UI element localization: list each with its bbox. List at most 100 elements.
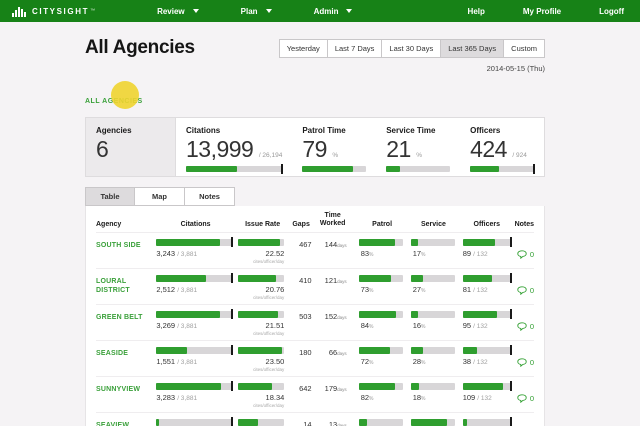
notes-button[interactable]: 0 <box>511 311 534 340</box>
percent-sign: % <box>421 396 426 402</box>
officers-target-tick <box>509 237 512 247</box>
service-value: 16 <box>412 321 422 330</box>
comment-bubble-icon <box>517 321 527 331</box>
citations-value: 3,243 <box>156 249 176 258</box>
notes-count: 0 <box>529 321 534 331</box>
days-unit: days <box>337 423 347 426</box>
tab-map[interactable]: Map <box>135 187 185 206</box>
issue-rate-unit: cites/officer/day <box>253 367 285 372</box>
summary-card-agencies[interactable]: Agencies 6 <box>86 118 176 176</box>
filter-custom-button[interactable]: Custom <box>504 39 545 58</box>
breadcrumb-row: ALL AGENCIES <box>85 81 545 110</box>
patrol-value: 84 <box>360 321 370 330</box>
view-tabs: Table Map Notes <box>85 187 545 206</box>
header-service: Service <box>420 221 446 228</box>
officers-bar-fill <box>462 419 467 426</box>
page-title: All Agencies <box>85 37 195 58</box>
notes-button[interactable]: 0 <box>511 275 534 304</box>
header-officers: Officers <box>473 221 500 228</box>
tab-table[interactable]: Table <box>85 187 135 206</box>
notes-button[interactable]: 0 <box>511 347 534 376</box>
service-value: 18 <box>412 393 422 402</box>
service-bar-fill <box>410 419 447 426</box>
citations-total: / 3,881 <box>177 251 198 258</box>
officers-bar-fill <box>462 239 495 246</box>
officers-total: / 132 <box>473 251 488 258</box>
agency-name-link[interactable]: SOUTH SIDE <box>96 242 141 249</box>
days-unit: days <box>337 387 347 392</box>
nav-menu-review[interactable]: Review <box>157 7 199 16</box>
date-range-filters: Yesterday Last 7 Days Last 30 Days Last … <box>278 39 545 58</box>
summary-card-citations[interactable]: Citations 13,999 / 26,194 <box>176 118 292 176</box>
brand-logo[interactable]: CitySight ™ <box>12 5 95 17</box>
agency-name-link[interactable]: SEASIDE <box>96 350 129 357</box>
nav-link-logoff[interactable]: Logoff <box>599 6 624 16</box>
service-bar <box>410 275 455 282</box>
officers-target-tick <box>509 273 512 283</box>
citations-target-tick <box>231 381 234 391</box>
service-bar-fill <box>410 275 423 282</box>
agency-name-link[interactable]: GREEN BELT <box>96 314 143 321</box>
officers-target-tick <box>509 309 512 319</box>
notes-button[interactable]: 0 <box>511 383 534 412</box>
agency-name-link[interactable]: SEAVIEW <box>96 422 130 426</box>
patrol-value: 73 <box>360 285 370 294</box>
citations-target-tick <box>281 164 284 174</box>
nav-link-help[interactable]: Help <box>467 6 485 16</box>
citations-target-tick <box>231 309 234 319</box>
patrol-time-value: 79 <box>302 136 327 162</box>
brand-name: CitySight <box>32 6 90 16</box>
officers-value: 424 <box>470 136 507 162</box>
issue-rate-value: 21.51 <box>265 321 285 330</box>
officers-value: 81 <box>462 285 472 294</box>
table-row[interactable]: SEASIDE 1,551 / 3,881 23.50 cites/office… <box>96 340 534 376</box>
nav-menu-plan[interactable]: Plan <box>241 7 272 16</box>
citations-total: / 3,881 <box>177 395 198 402</box>
table-row[interactable]: GREEN BELT 3,269 / 3,881 21.51 cites/off… <box>96 304 534 340</box>
nav-right: Help My Profile Logoff <box>430 7 624 16</box>
service-time-progress-bar <box>386 166 451 172</box>
citations-target-tick <box>231 237 234 247</box>
summary-card-service-time[interactable]: Service Time 21 % <box>376 118 460 176</box>
header-issue-rate: Issue Rate <box>245 221 281 228</box>
nav-link-my-profile[interactable]: My Profile <box>522 6 562 16</box>
notes-button[interactable]: 0 <box>511 419 534 426</box>
header-agency: Agency <box>96 221 122 228</box>
officers-bar <box>462 417 512 426</box>
top-nav: CitySight ™ Review Plan Admin Help My Pr… <box>0 0 640 22</box>
filter-last-365-days-button[interactable]: Last 365 Days <box>441 39 505 58</box>
summary-card-officers[interactable]: Officers 424 / 924 <box>460 118 544 176</box>
days-unit: days <box>337 351 347 356</box>
header-time-worked: Time Worked <box>317 212 349 228</box>
table-row[interactable]: SEAVIEW 141 / 3,881 10.85 cites/officer/… <box>96 412 534 426</box>
table-row[interactable]: LOURAL DISTRICT 2,512 / 3,881 20.76 cite… <box>96 268 534 304</box>
issue-rate-bar <box>238 239 285 246</box>
tab-notes[interactable]: Notes <box>185 187 235 206</box>
agency-name-link[interactable]: SUNNYVIEW <box>96 386 141 393</box>
filter-last-30-days-button[interactable]: Last 30 Days <box>382 39 442 58</box>
nav-menu-plan-label: Plan <box>240 6 258 16</box>
officers-value: 38 <box>462 357 472 366</box>
days-worked-value: 121 <box>324 276 338 285</box>
patrol-bar <box>358 419 403 426</box>
issue-rate-bar-fill <box>238 419 259 426</box>
nav-menus: Review Plan Admin <box>157 7 394 16</box>
officers-target-tick <box>532 164 535 174</box>
issue-rate-unit: cites/officer/day <box>253 403 285 408</box>
table-row[interactable]: SUNNYVIEW 3,283 / 3,881 18.34 cites/offi… <box>96 376 534 412</box>
officers-bar-fill <box>462 275 492 282</box>
filter-last-7-days-button[interactable]: Last 7 Days <box>327 39 383 58</box>
issue-rate-unit: cites/officer/day <box>253 331 285 336</box>
officers-total: / 132 <box>473 287 488 294</box>
agency-name-link[interactable]: LOURAL DISTRICT <box>96 278 130 294</box>
notes-button[interactable]: 0 <box>511 239 534 268</box>
nav-menu-admin[interactable]: Admin <box>314 7 353 16</box>
patrol-bar <box>358 383 403 390</box>
service-bar-fill <box>410 383 419 390</box>
percent-sign: % <box>421 324 426 330</box>
days-worked-value: 152 <box>324 312 338 321</box>
table-row[interactable]: SOUTH SIDE 3,243 / 3,881 22.52 cites/off… <box>96 232 534 268</box>
summary-card-patrol-time[interactable]: Patrol Time 79 % <box>292 118 376 176</box>
filter-yesterday-button[interactable]: Yesterday <box>278 39 328 58</box>
notes-count: 0 <box>529 357 534 367</box>
